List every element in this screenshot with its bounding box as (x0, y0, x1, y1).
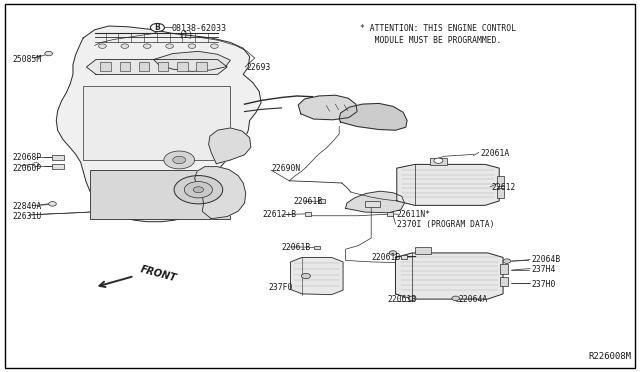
Circle shape (164, 151, 195, 169)
Text: 237H0: 237H0 (531, 280, 556, 289)
Text: 22612: 22612 (492, 183, 516, 192)
Bar (177, 62, 188, 71)
Text: 22061B: 22061B (282, 243, 311, 251)
Bar (415, 247, 431, 254)
Circle shape (503, 259, 511, 263)
Text: 22840A: 22840A (13, 202, 42, 211)
Bar (387, 212, 393, 216)
Polygon shape (56, 26, 261, 222)
Polygon shape (154, 51, 230, 71)
Bar (100, 62, 111, 71)
Bar (497, 176, 504, 186)
Bar (139, 62, 149, 71)
Text: 22061B: 22061B (293, 197, 323, 206)
Bar (401, 255, 407, 259)
Polygon shape (86, 60, 227, 74)
Polygon shape (209, 128, 251, 164)
Circle shape (121, 44, 129, 48)
Polygon shape (396, 253, 503, 299)
Circle shape (389, 251, 397, 255)
Text: FRONT: FRONT (140, 264, 178, 283)
Bar (500, 264, 508, 274)
Bar (305, 212, 311, 216)
Bar (314, 246, 320, 249)
Text: 22061B: 22061B (388, 295, 417, 304)
Text: * ATTENTION: THIS ENGINE CONTROL
   MODULE MUST BE PROGRAMMED.: * ATTENTION: THIS ENGINE CONTROL MODULE … (360, 24, 516, 45)
Text: R226008M: R226008M (588, 352, 631, 361)
Bar (319, 199, 325, 203)
Circle shape (45, 51, 52, 56)
Circle shape (49, 202, 56, 206)
Text: 22611N*: 22611N* (397, 210, 431, 219)
Text: 22631U: 22631U (13, 212, 42, 221)
Text: 08138-62033: 08138-62033 (172, 24, 227, 33)
Polygon shape (346, 191, 404, 213)
Text: 22068P: 22068P (13, 153, 42, 162)
Circle shape (408, 296, 416, 301)
Text: 22064B: 22064B (531, 255, 561, 264)
Text: 22061B: 22061B (371, 253, 401, 262)
Text: 2370I (PROGRAM DATA): 2370I (PROGRAM DATA) (397, 220, 494, 229)
Text: 22612+B: 22612+B (262, 210, 296, 219)
Bar (196, 62, 207, 71)
Bar (52, 164, 64, 169)
Text: 237F0: 237F0 (269, 283, 293, 292)
Circle shape (33, 163, 39, 166)
Circle shape (173, 156, 186, 164)
Text: 22060P: 22060P (13, 164, 42, 173)
Text: 22690N: 22690N (271, 164, 301, 173)
Circle shape (211, 44, 218, 48)
Polygon shape (195, 167, 246, 219)
Text: 25085M: 25085M (13, 55, 42, 64)
Bar (365, 201, 380, 207)
Text: B: B (155, 23, 160, 32)
Bar (158, 62, 168, 71)
Text: 237H4: 237H4 (531, 265, 556, 274)
Bar (83, 86, 230, 160)
Bar (430, 158, 447, 165)
Circle shape (174, 176, 223, 204)
Text: 22061A: 22061A (480, 149, 509, 158)
Circle shape (99, 44, 106, 48)
Text: 22064A: 22064A (458, 295, 488, 304)
Bar (500, 277, 508, 286)
Circle shape (143, 44, 151, 48)
Circle shape (150, 23, 164, 32)
Bar (497, 188, 504, 198)
Circle shape (434, 158, 443, 163)
Bar (52, 155, 64, 160)
Bar (120, 62, 130, 71)
Circle shape (452, 296, 460, 301)
Circle shape (166, 44, 173, 48)
Polygon shape (298, 95, 357, 120)
Circle shape (184, 182, 212, 198)
Polygon shape (397, 164, 499, 205)
Circle shape (188, 44, 196, 48)
Text: 22693: 22693 (246, 63, 271, 72)
Circle shape (193, 187, 204, 193)
Text: (1): (1) (178, 31, 193, 40)
Polygon shape (291, 257, 343, 295)
Circle shape (301, 273, 310, 279)
Polygon shape (339, 103, 407, 130)
Bar (90, 170, 230, 219)
